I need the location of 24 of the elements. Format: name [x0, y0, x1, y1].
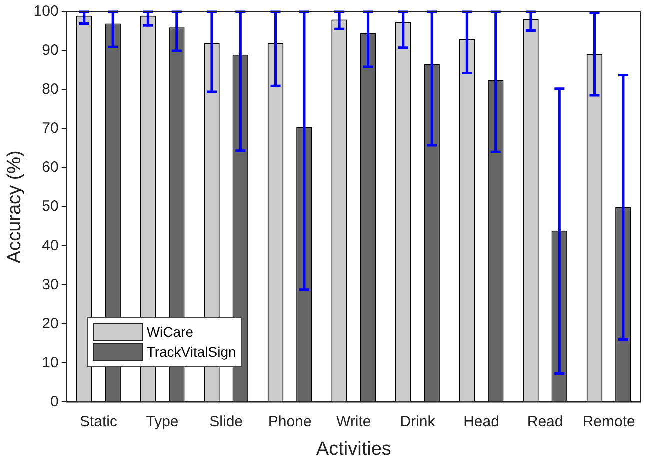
x-tick-label: Slide [210, 413, 243, 430]
x-tick-label: Drink [400, 413, 436, 430]
y-tick-label: 80 [42, 81, 59, 98]
y-tick-label: 70 [42, 120, 59, 138]
y-tick-label: 10 [42, 354, 59, 372]
x-tick-label: Read [527, 413, 564, 430]
y-tick-label: 0 [50, 393, 59, 410]
legend-label: TrackVitalSign [146, 344, 236, 360]
y-tick-label: 90 [42, 42, 59, 60]
y-axis-title: Accuracy (%) [4, 150, 26, 264]
x-tick-label: Type [146, 413, 179, 430]
y-tick-label: 50 [42, 198, 59, 216]
x-tick-label: Phone [268, 413, 312, 430]
y-tick-label: 60 [42, 159, 59, 176]
y-tick-label: 20 [42, 315, 59, 332]
y-tick-label: 40 [42, 237, 59, 254]
x-axis-title: Activities [316, 438, 392, 460]
x-tick-label: Write [336, 413, 372, 430]
y-tick-label: 100 [34, 3, 59, 20]
x-tick-label: Remote [582, 413, 636, 430]
x-tick-label: Static [80, 413, 118, 430]
x-tick-label: Head [464, 413, 500, 430]
y-tick-label: 30 [42, 276, 59, 294]
legend-label: WiCare [146, 324, 194, 340]
